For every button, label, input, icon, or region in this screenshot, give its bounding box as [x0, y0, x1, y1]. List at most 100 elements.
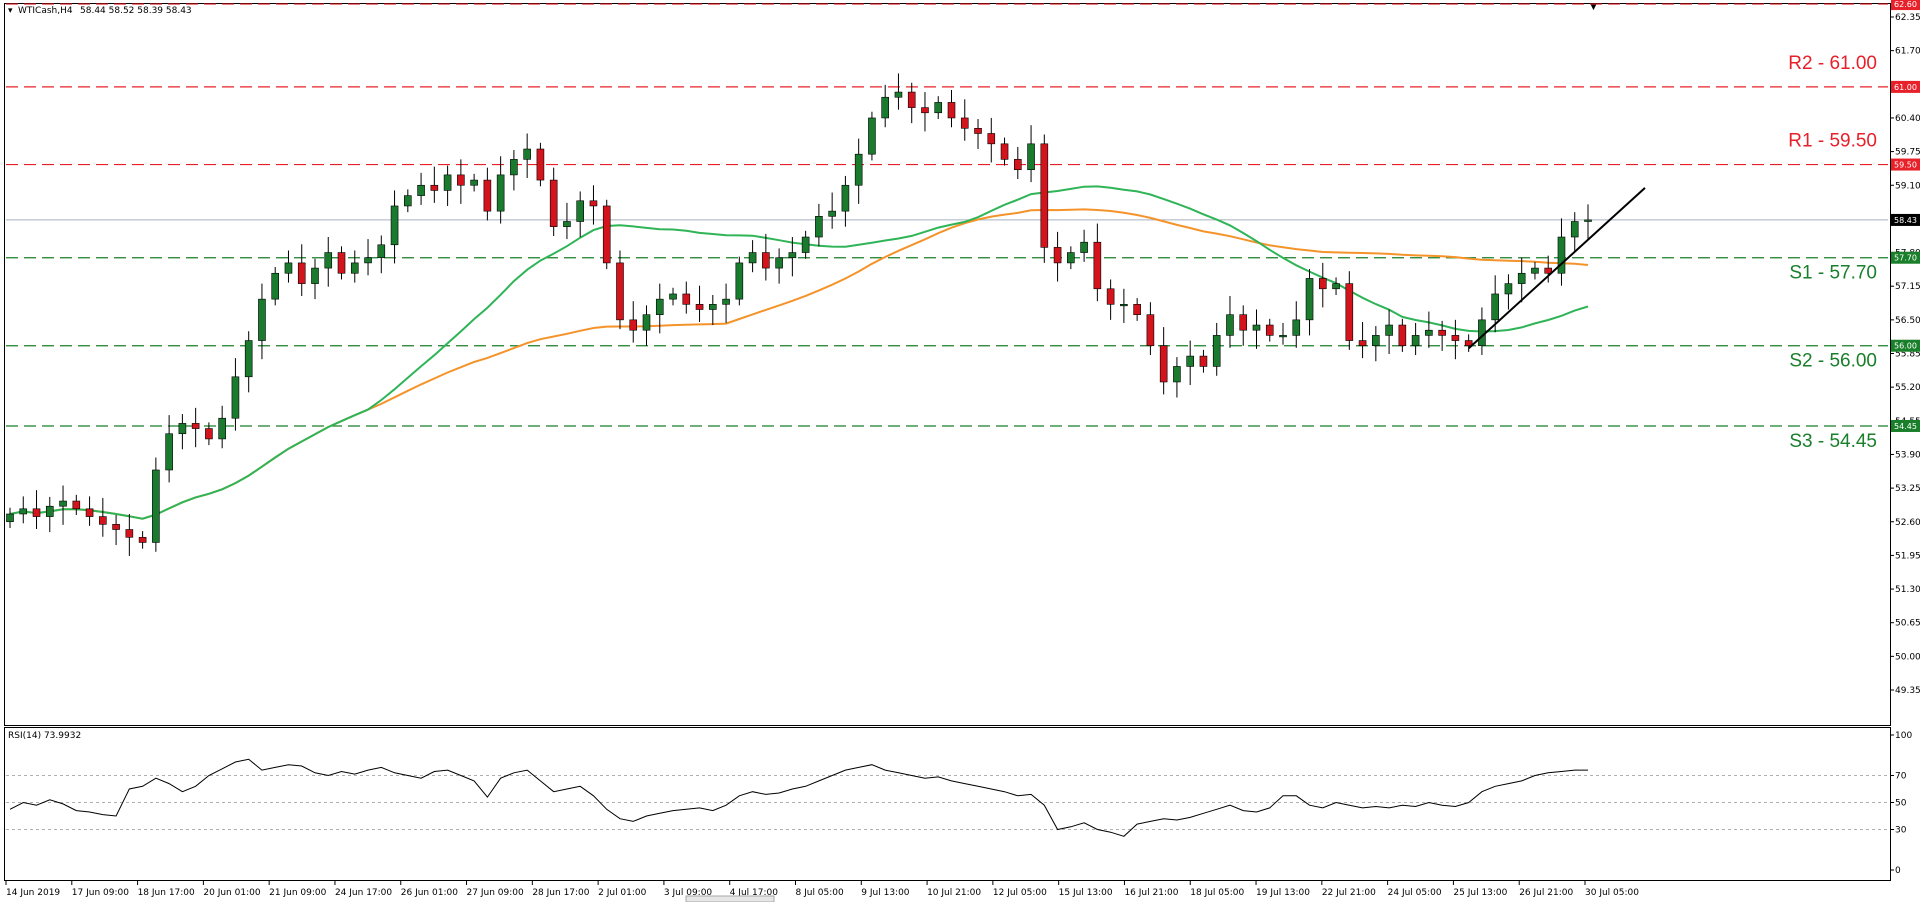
candle-bull	[709, 304, 717, 310]
candle-bull	[828, 210, 836, 217]
time-scrollbar[interactable]	[685, 895, 775, 902]
x-tick-label: 25 Jul 13:00	[1453, 888, 1507, 898]
y-tick-label: 61.70	[1895, 47, 1920, 57]
candle-bear	[1451, 335, 1460, 341]
candle-bear	[112, 524, 120, 530]
candle-bull	[470, 179, 478, 186]
level-price-box	[1891, 0, 1920, 11]
level-label: S2 - 56.00	[1789, 351, 1877, 372]
candle-bear	[430, 184, 439, 191]
candle-bear	[616, 262, 624, 321]
x-tick-label: 9 Jul 13:00	[861, 888, 910, 898]
candle-bull	[1186, 355, 1194, 367]
candle-bear	[138, 536, 147, 543]
candle-bull	[1080, 241, 1088, 253]
x-tick-label: 26 Jun 01:00	[401, 888, 458, 898]
x-tick-label: 3 Jul 09:00	[664, 888, 713, 898]
y-tick-label: 56.50	[1895, 316, 1920, 326]
candle-bull	[1517, 272, 1526, 284]
candle-bear	[1318, 278, 1327, 290]
candle-bear	[536, 148, 545, 181]
candle-bear	[1106, 288, 1115, 305]
candle-bear	[960, 117, 969, 129]
level-price-box	[1891, 419, 1920, 432]
y-tick-label: 50.00	[1895, 652, 1920, 662]
x-tick-label: 14 Jun 2019	[6, 888, 60, 898]
candle-bull	[1212, 335, 1221, 367]
y-tick-label: 52.60	[1895, 518, 1920, 528]
candle-bull	[390, 205, 399, 246]
x-tick-label: 10 Jul 21:00	[927, 888, 981, 898]
candle-bull	[377, 244, 386, 259]
candle-bear	[85, 508, 94, 517]
candle-bull	[1067, 252, 1075, 264]
y-tick-label: 50.65	[1895, 619, 1920, 629]
candle-bear	[987, 133, 996, 145]
chart-ohlc-label: 58.44 58.52 58.39 58.43	[80, 6, 192, 16]
candle-bear	[1093, 241, 1102, 290]
level-price-box-text: 57.70	[1894, 254, 1917, 263]
candle-bear	[974, 128, 982, 134]
candle-bull	[1120, 304, 1128, 307]
candle-bull	[655, 298, 664, 315]
y-tick-label: 62.35	[1895, 13, 1920, 23]
chart-shift-icon[interactable]: ▼	[1590, 2, 1597, 12]
candle-bull	[669, 293, 677, 300]
candle-bear	[1133, 304, 1141, 315]
candle-bear	[125, 529, 134, 538]
candle-bear	[1159, 345, 1168, 383]
level-price-box-text: 54.45	[1894, 422, 1917, 431]
candle-bear	[1398, 324, 1407, 347]
x-tick-label: 12 Jul 05:00	[993, 888, 1047, 898]
candle-bull	[868, 117, 876, 155]
rsi-tick-label: 50	[1895, 799, 1907, 809]
candle-bull	[165, 433, 173, 471]
candle-bull	[443, 174, 452, 191]
candle-bull	[510, 159, 518, 176]
candle-bull	[311, 267, 319, 284]
level-price-box	[1891, 251, 1920, 264]
y-tick-label: 51.30	[1895, 585, 1920, 595]
candle-bull	[1173, 366, 1181, 383]
candle-bear	[99, 516, 107, 525]
candle-bull	[854, 153, 863, 186]
candle-bull	[284, 262, 293, 274]
candle-bull	[735, 262, 744, 300]
level-price-box	[1891, 158, 1920, 171]
candle-bull	[748, 252, 757, 264]
candle-bull	[642, 314, 651, 331]
x-tick-label: 15 Jul 13:00	[1059, 888, 1113, 898]
candle-bull	[801, 236, 810, 253]
candle-bear	[1013, 159, 1022, 171]
candle-bull	[1332, 283, 1340, 290]
candle-bear	[1000, 143, 1009, 160]
y-tick-label: 59.75	[1895, 148, 1920, 158]
trendline-group[interactable]	[1467, 187, 1646, 350]
candle-bull	[1584, 219, 1592, 222]
y-tick-label: 53.25	[1895, 484, 1920, 494]
candle-bull	[1531, 267, 1539, 274]
candle-bear	[297, 262, 306, 284]
candle-bear	[337, 252, 346, 274]
candle-bull	[404, 195, 412, 207]
y-tick-label: 49.35	[1895, 686, 1920, 696]
candle-bull	[1504, 283, 1513, 295]
candle-bull	[722, 298, 730, 305]
level-label: R2 - 61.00	[1788, 53, 1877, 74]
x-tick-label: 18 Jul 05:00	[1190, 888, 1244, 898]
rsi-tick-label: 100	[1895, 731, 1912, 741]
y-tick-label: 51.95	[1895, 551, 1920, 561]
candle-bear	[549, 179, 558, 227]
candle-bull	[1252, 324, 1261, 331]
x-tick-label: 19 Jul 13:00	[1256, 888, 1310, 898]
candle-bear	[682, 293, 691, 305]
candle-bull	[324, 252, 333, 269]
level-price-box	[1891, 339, 1920, 352]
candle-bull	[1226, 314, 1234, 336]
x-tick-label: 27 Jun 09:00	[467, 888, 524, 898]
x-tick-label: 16 Jul 21:00	[1124, 888, 1178, 898]
level-price-box	[1891, 80, 1920, 93]
chart-symbol-label: WTICash,H4	[18, 6, 73, 16]
